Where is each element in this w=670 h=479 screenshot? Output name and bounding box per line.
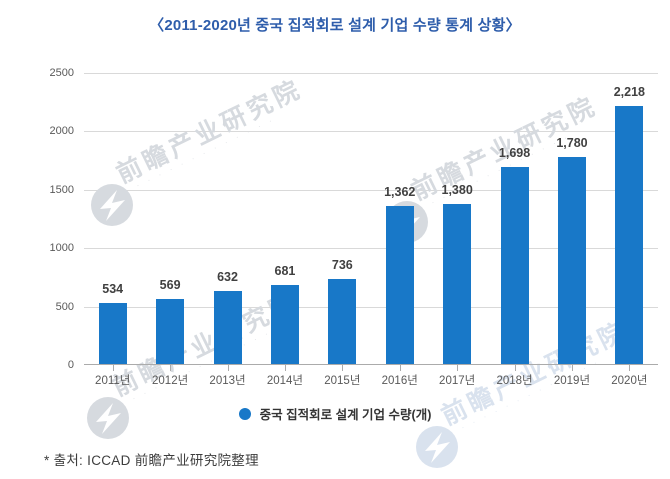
bar-column: 1,380 — [428, 73, 485, 371]
x-tick-label: 2018년 — [496, 375, 533, 387]
y-tick-label: 1500 — [49, 183, 74, 196]
x-tick-mark — [112, 365, 114, 371]
bar-column: 1,780 — [543, 73, 600, 371]
x-tick-mark — [457, 365, 459, 371]
x-tick-label: 2019년 — [553, 375, 591, 387]
bar — [156, 299, 185, 365]
bar-column: 1,362 — [371, 73, 428, 371]
x-tick-mark — [342, 365, 344, 371]
x-tick-label: 2013년 — [209, 375, 246, 387]
bar — [98, 303, 127, 365]
x-tick-label: 2020년 — [611, 375, 648, 387]
bar — [385, 206, 414, 365]
bar-value-label: 632 — [217, 270, 238, 284]
y-tick-label: 2500 — [49, 67, 74, 79]
x-tick-mark — [629, 365, 631, 371]
x-tick-label: 2012년 — [152, 375, 189, 387]
legend-marker-icon — [238, 407, 251, 420]
x-tick-mark — [284, 365, 286, 371]
x-tick-mark — [399, 365, 401, 371]
x-axis-labels: 2011년 2012년 2013년 2014년 2015년 2016년 2017년 2018년… — [84, 372, 658, 388]
bar-value-label: 2,218 — [613, 85, 645, 99]
y-tick-label: 1000 — [49, 242, 74, 255]
x-tick-mark — [514, 365, 516, 371]
bar — [557, 157, 586, 365]
bars: 534 569 632 681 736 1,362 1,380 1,698 1,780 2,218 — [84, 73, 658, 371]
y-tick-label: 0 — [67, 359, 74, 371]
chart-title: 〈2011-2020년 중국 집적회로 설계 기업 수량 통계 상황〉 — [149, 17, 521, 34]
gridline — [84, 131, 658, 133]
bar — [443, 204, 472, 365]
bar-column: 736 — [314, 73, 371, 371]
x-tick-label: 2011년 — [95, 375, 131, 387]
x-tick-mark — [227, 365, 229, 371]
watermark-logo-icon — [416, 426, 458, 468]
bar-value-label: 736 — [331, 258, 353, 272]
gridline — [84, 189, 658, 191]
x-tick-label: 2014년 — [266, 375, 303, 387]
y-axis-labels: 0 500 1000 1500 2000 2500 — [0, 67, 74, 371]
x-tick-label: 2015년 — [324, 375, 361, 387]
gridline — [84, 248, 658, 250]
y-tick-label: 500 — [55, 300, 74, 313]
plot-area: 534 569 632 681 736 1,362 1,380 1,698 1,780 2,218 — [84, 73, 658, 371]
bar-column: 534 — [84, 73, 141, 371]
x-tick-label: 2017년 — [439, 375, 476, 387]
bar-value-label: 569 — [159, 278, 181, 292]
source-note: * 출처: ICCAD 前瞻产业研究院整理 — [44, 453, 259, 468]
bar-column: 2,218 — [601, 73, 658, 371]
bar-value-label: 1,380 — [441, 183, 473, 197]
bar — [615, 106, 644, 365]
x-axis-line — [84, 364, 658, 365]
bar-column: 632 — [199, 73, 256, 371]
x-tick-label: 2016년 — [381, 375, 418, 387]
bar-column: 681 — [256, 73, 313, 371]
bar — [213, 291, 242, 365]
bar-value-label: 681 — [274, 264, 296, 278]
gridline — [84, 73, 658, 74]
bar — [500, 167, 529, 365]
y-tick-label: 2000 — [49, 125, 74, 138]
bar — [270, 285, 299, 365]
bar-value-label: 1,780 — [556, 136, 588, 150]
x-tick-mark — [170, 365, 172, 371]
bar-value-label: 1,698 — [498, 146, 531, 160]
x-tick-mark — [571, 365, 573, 371]
bar-value-label: 1,362 — [384, 185, 416, 199]
bar-value-label: 534 — [102, 282, 124, 296]
bar-column: 1,698 — [486, 73, 543, 371]
legend: 중국 집적회로 설계 기업 수량(개) — [0, 404, 670, 423]
legend-label: 중국 집적회로 설계 기업 수량(개) — [259, 408, 432, 422]
bar-column: 569 — [141, 73, 198, 371]
bar — [328, 279, 357, 365]
gridline — [84, 306, 658, 308]
